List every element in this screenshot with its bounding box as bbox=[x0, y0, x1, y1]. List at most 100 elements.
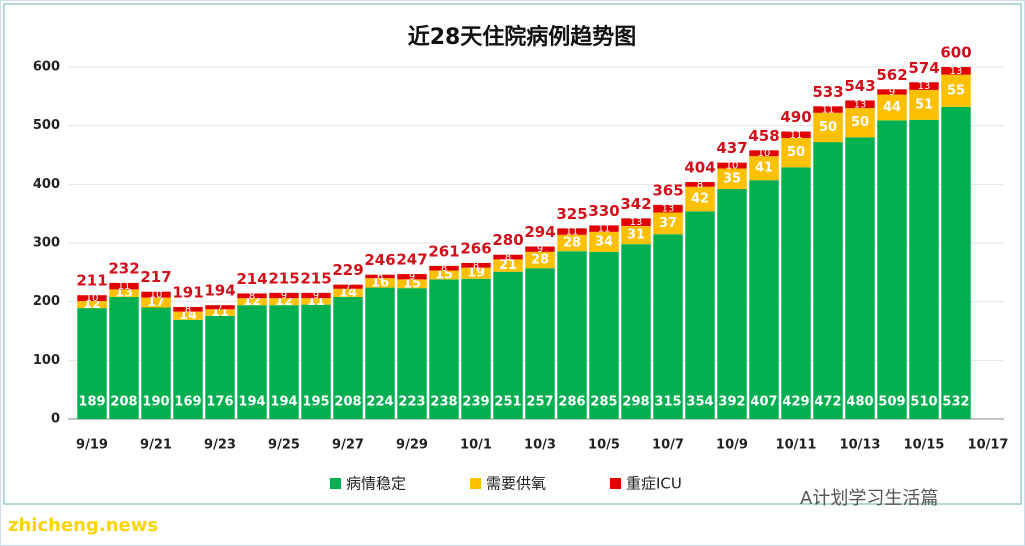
bar-segment bbox=[589, 251, 619, 419]
value-label: 189 bbox=[78, 395, 105, 410]
total-label: 543 bbox=[844, 77, 875, 95]
value-label: 11 bbox=[566, 227, 579, 238]
x-tick-label: 10/7 bbox=[652, 438, 684, 453]
bar-segment bbox=[621, 225, 651, 245]
value-label: 13 bbox=[115, 286, 133, 301]
bar-segment bbox=[205, 305, 235, 310]
bar-segment bbox=[877, 120, 907, 420]
bar-segment bbox=[493, 259, 523, 272]
bar-segment bbox=[301, 304, 331, 419]
bar-segment bbox=[205, 309, 235, 316]
value-label: 7 bbox=[217, 302, 223, 313]
value-label: 224 bbox=[366, 395, 393, 410]
bar-segment bbox=[461, 278, 491, 419]
value-label: 6 bbox=[377, 271, 383, 282]
total-label: 229 bbox=[332, 261, 363, 279]
watermark: zhicheng.news bbox=[8, 515, 158, 536]
bar-segment bbox=[653, 234, 683, 419]
total-label: 365 bbox=[652, 181, 683, 199]
bar-segment bbox=[685, 181, 715, 187]
total-label: 194 bbox=[204, 282, 235, 300]
value-label: 407 bbox=[750, 395, 777, 410]
value-label: 41 bbox=[755, 161, 773, 176]
value-label: 8 bbox=[185, 304, 191, 315]
bar-segment bbox=[301, 292, 331, 299]
bar-segment bbox=[365, 287, 395, 419]
value-label: 11 bbox=[822, 105, 835, 116]
x-tick-label: 10/3 bbox=[524, 438, 556, 453]
x-tick-label: 10/9 bbox=[716, 438, 748, 453]
total-label: 215 bbox=[300, 269, 331, 287]
bar-segment bbox=[589, 231, 619, 252]
bar-segment bbox=[909, 89, 939, 120]
value-label: 19 bbox=[467, 266, 485, 281]
value-label: 9 bbox=[409, 272, 415, 283]
value-label: 257 bbox=[526, 395, 553, 410]
bar-segment bbox=[141, 307, 171, 419]
x-tick-label: 9/27 bbox=[332, 438, 364, 453]
bar-segment bbox=[397, 288, 427, 419]
value-label: 50 bbox=[787, 145, 805, 160]
value-label: 21 bbox=[499, 258, 517, 273]
value-label: 208 bbox=[334, 395, 361, 410]
bar-segment bbox=[909, 119, 939, 420]
total-label: 325 bbox=[556, 205, 587, 223]
bar-segment bbox=[525, 246, 555, 252]
total-label: 458 bbox=[748, 127, 779, 145]
value-label: 8 bbox=[249, 291, 255, 302]
value-label: 472 bbox=[814, 395, 841, 410]
bar-segment bbox=[493, 271, 523, 419]
bar-segment bbox=[557, 251, 587, 419]
value-label: 13 bbox=[950, 66, 963, 77]
bar-segment bbox=[237, 293, 267, 299]
value-label: 298 bbox=[622, 395, 649, 410]
total-label: 437 bbox=[716, 139, 747, 157]
bar-segment bbox=[525, 268, 555, 419]
bar-segment bbox=[941, 74, 971, 107]
value-label: 251 bbox=[494, 395, 521, 410]
bar-segment bbox=[813, 106, 843, 113]
legend-swatch bbox=[330, 478, 341, 489]
bar-segment bbox=[109, 289, 139, 297]
value-label: 169 bbox=[174, 395, 201, 410]
value-label: 285 bbox=[590, 395, 617, 410]
bar-segment bbox=[237, 298, 267, 306]
bar-segment bbox=[77, 295, 107, 302]
total-label: 533 bbox=[812, 83, 843, 101]
bar-segment bbox=[621, 218, 651, 226]
watermark: A计划学习生活篇 bbox=[800, 488, 938, 509]
x-tick-label: 10/5 bbox=[588, 438, 620, 453]
value-label: 223 bbox=[398, 395, 425, 410]
bar-segment bbox=[653, 204, 683, 213]
bar-segment bbox=[461, 267, 491, 279]
value-label: 11 bbox=[598, 224, 611, 235]
bar-segment bbox=[941, 106, 971, 419]
total-label: 404 bbox=[684, 158, 715, 176]
bar-segment bbox=[269, 292, 299, 299]
bar-segment bbox=[77, 301, 107, 309]
value-label: 190 bbox=[142, 395, 169, 410]
total-label: 191 bbox=[172, 283, 203, 301]
value-label: 50 bbox=[819, 120, 837, 135]
bar-segment bbox=[301, 298, 331, 305]
bar-segment bbox=[781, 137, 811, 168]
bar-segment bbox=[685, 211, 715, 419]
value-label: 14 bbox=[179, 308, 197, 323]
x-tick-label: 10/17 bbox=[968, 438, 1009, 453]
chart-title: 近28天住院病例趋势图 bbox=[408, 24, 637, 50]
bar-segment bbox=[845, 100, 875, 109]
value-label: 509 bbox=[878, 395, 905, 410]
value-label: 31 bbox=[627, 228, 645, 243]
value-label: 51 bbox=[915, 97, 933, 112]
value-label: 11 bbox=[790, 130, 803, 141]
value-label: 11 bbox=[118, 281, 131, 292]
bar-segment bbox=[717, 162, 747, 169]
bar-segment bbox=[749, 156, 779, 181]
total-label: 261 bbox=[428, 242, 459, 260]
total-label: 214 bbox=[236, 270, 267, 288]
total-label: 215 bbox=[268, 269, 299, 287]
bar-segment bbox=[109, 296, 139, 419]
x-tick-label: 10/1 bbox=[460, 438, 492, 453]
frame bbox=[3, 3, 1022, 505]
bar-segment bbox=[749, 180, 779, 419]
